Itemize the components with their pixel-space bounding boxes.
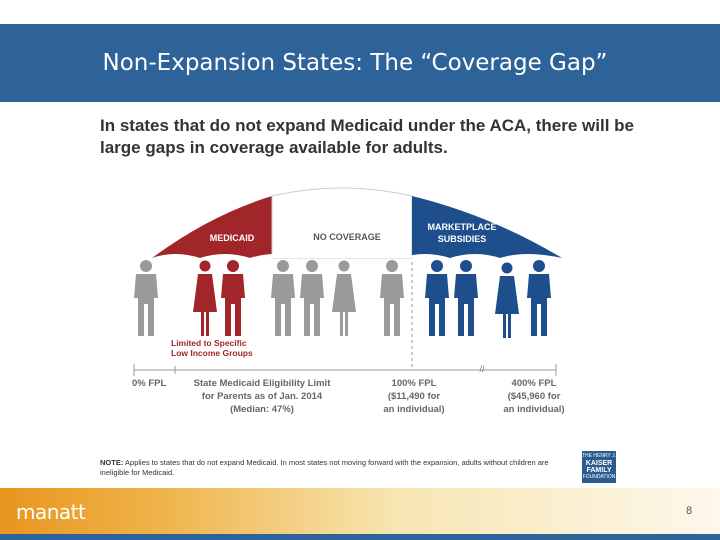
no-coverage-label: NO COVERAGE bbox=[313, 232, 381, 242]
brand-logo: manatt bbox=[16, 500, 86, 524]
person-blue-1 bbox=[425, 260, 449, 336]
note: NOTE: Applies to states that do not expa… bbox=[100, 458, 570, 478]
no-coverage-arc bbox=[271, 187, 413, 259]
fpl100-2: ($11,490 for bbox=[388, 391, 441, 402]
coverage-gap-diagram: MEDICAID NO COVERAGE MARKETPLACE SUBSIDI… bbox=[132, 187, 565, 415]
marketplace-arc bbox=[412, 196, 562, 258]
person-blue-4 bbox=[527, 260, 551, 336]
footer-bottom-bar bbox=[0, 534, 720, 540]
kff-logo-line2: KAISER bbox=[585, 460, 613, 467]
slide-title: Non-Expansion States: The “Coverage Gap” bbox=[102, 50, 608, 76]
arc-scallop bbox=[152, 254, 562, 258]
person-gray-4 bbox=[332, 260, 356, 336]
limited-label-2: Low Income Groups bbox=[171, 348, 253, 358]
person-blue-3 bbox=[495, 262, 519, 338]
marketplace-label-2: SUBSIDIES bbox=[438, 234, 487, 244]
kff-logo-line1: THE HENRY J. bbox=[582, 453, 616, 459]
person-blue-2 bbox=[454, 260, 478, 336]
kff-logo-line3: FAMILY bbox=[586, 467, 612, 474]
page-number: 8 bbox=[686, 505, 693, 517]
fpl100-3: an individual) bbox=[383, 404, 444, 415]
person-gray-3 bbox=[300, 260, 324, 336]
person-red-2 bbox=[221, 260, 245, 336]
person-gray-1 bbox=[134, 260, 158, 336]
person-gray-2 bbox=[271, 260, 295, 336]
note-label: NOTE: bbox=[100, 458, 124, 467]
person-gray-5 bbox=[380, 260, 404, 336]
fpl100-1: 100% FPL bbox=[392, 378, 437, 389]
state-limit-2: for Parents as of Jan. 2014 bbox=[202, 391, 323, 402]
slide-heading: In states that do not expand Medicaid un… bbox=[100, 116, 634, 157]
fpl400-1: 400% FPL bbox=[512, 378, 557, 389]
state-limit-3: (Median: 47%) bbox=[230, 404, 294, 415]
limited-label-1: Limited to Specific bbox=[171, 338, 247, 348]
medicaid-arc bbox=[152, 196, 272, 258]
axis-break: // bbox=[479, 364, 485, 374]
fpl0-label: 0% FPL bbox=[132, 378, 167, 389]
person-red-1 bbox=[193, 260, 217, 336]
fpl400-3: an individual) bbox=[503, 404, 564, 415]
medicaid-label: MEDICAID bbox=[210, 233, 255, 243]
marketplace-label-1: MARKETPLACE bbox=[428, 222, 497, 232]
title-bar: Non-Expansion States: The “Coverage Gap” bbox=[0, 24, 720, 102]
fpl400-2: ($45,960 for bbox=[508, 391, 561, 402]
note-text: Applies to states that do not expand Med… bbox=[100, 458, 549, 477]
footer-band bbox=[0, 488, 720, 534]
kff-logo: THE HENRY J. KAISER FAMILY FOUNDATION bbox=[582, 451, 616, 483]
state-limit-1: State Medicaid Eligibility Limit bbox=[194, 378, 332, 389]
kff-logo-line4: FOUNDATION bbox=[582, 474, 616, 480]
